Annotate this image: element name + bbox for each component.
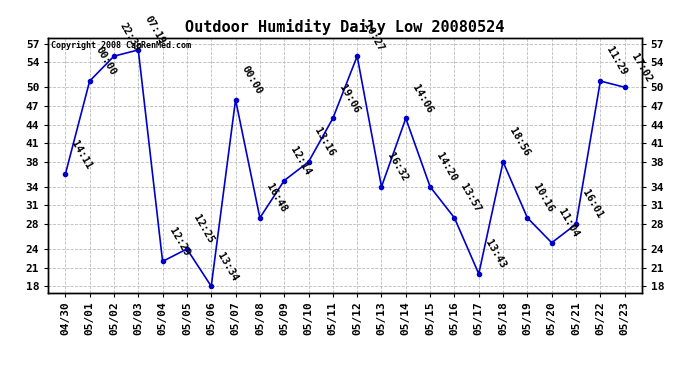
Text: 18:56: 18:56 xyxy=(507,126,531,158)
Text: 16:32: 16:32 xyxy=(386,151,410,183)
Text: 12:25: 12:25 xyxy=(191,213,215,245)
Text: 13:34: 13:34 xyxy=(215,251,239,283)
Text: 10:16: 10:16 xyxy=(531,182,556,214)
Text: 14:11: 14:11 xyxy=(70,139,94,171)
Text: 11:29: 11:29 xyxy=(604,45,629,78)
Text: 12:14: 12:14 xyxy=(288,145,313,177)
Text: 13:43: 13:43 xyxy=(483,238,507,270)
Text: 07:19: 07:19 xyxy=(142,14,167,46)
Text: 11:04: 11:04 xyxy=(556,207,580,239)
Text: 16:01: 16:01 xyxy=(580,189,604,220)
Text: Copyright 2008 CarRenMed.com: Copyright 2008 CarRenMed.com xyxy=(51,41,191,50)
Text: 14:06: 14:06 xyxy=(410,83,434,115)
Text: 14:20: 14:20 xyxy=(434,151,459,183)
Text: 00:00: 00:00 xyxy=(239,64,264,96)
Text: 00:00: 00:00 xyxy=(94,45,118,78)
Text: 12:29: 12:29 xyxy=(167,226,191,258)
Text: 16:48: 16:48 xyxy=(264,182,288,214)
Title: Outdoor Humidity Daily Low 20080524: Outdoor Humidity Daily Low 20080524 xyxy=(186,19,504,35)
Text: 22:39: 22:39 xyxy=(118,21,142,53)
Text: 13:16: 13:16 xyxy=(313,126,337,158)
Text: 13:57: 13:57 xyxy=(459,182,483,214)
Text: 19:06: 19:06 xyxy=(337,83,362,115)
Text: 17:02: 17:02 xyxy=(629,52,653,84)
Text: 10:27: 10:27 xyxy=(362,21,386,53)
